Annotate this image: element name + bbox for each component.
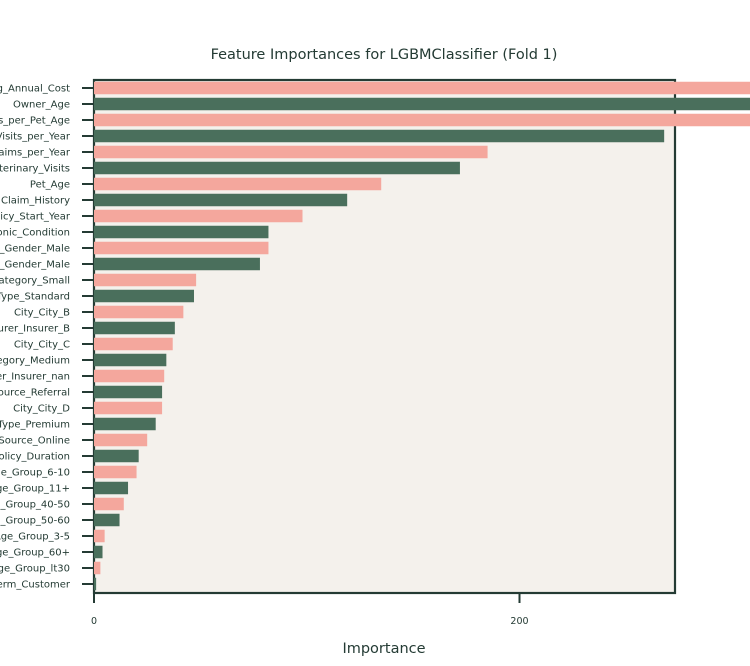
bar-15 xyxy=(94,321,175,335)
x-tick-labels: 0200400 xyxy=(91,593,529,627)
y-tick-label: Avg_Annual_Cost xyxy=(0,84,70,95)
bar-28 xyxy=(94,529,105,543)
bar-16 xyxy=(94,337,173,351)
bar-31 xyxy=(94,577,97,591)
bar-29 xyxy=(94,545,103,559)
bar-20 xyxy=(94,401,163,415)
y-tick-label: City_City_B xyxy=(14,308,70,319)
bar-7 xyxy=(94,193,348,207)
bar-22 xyxy=(94,433,148,447)
y-tick-label: Size_Category_Medium xyxy=(0,356,70,367)
x-tick-label: 0 xyxy=(91,616,97,627)
y-tick-label: Pet_Age xyxy=(30,180,70,191)
bar-12 xyxy=(94,273,197,287)
x-tick-label: 200 xyxy=(510,616,528,627)
y-tick-label: Long_Term_Customer xyxy=(0,580,71,591)
bar-11 xyxy=(94,257,260,271)
bar-0 xyxy=(94,81,750,95)
bar-25 xyxy=(94,481,129,495)
bar-13 xyxy=(94,289,194,303)
y-tick-label: Lead_Source_Online xyxy=(0,436,70,447)
y-tick-label: Pet_Gender_Male xyxy=(0,244,70,255)
y-tick-label: Lead_Source_Referral xyxy=(0,388,70,399)
bar-1 xyxy=(94,97,750,111)
bar-2 xyxy=(94,113,750,127)
chart-title: Feature Importances for LGBMClassifier (… xyxy=(211,47,558,63)
bar-18 xyxy=(94,369,165,383)
bar-30 xyxy=(94,561,101,575)
bar-4 xyxy=(94,145,488,159)
y-tick-label: Policy_Duration xyxy=(0,452,70,463)
bar-14 xyxy=(94,305,184,319)
bar-3 xyxy=(94,129,665,143)
y-tick-label: Claims_per_Year xyxy=(0,148,71,159)
y-tick-label: Veterinary_Visits xyxy=(0,164,70,175)
y-tick-label: Owner_Age_Group_60+ xyxy=(0,548,70,559)
bar-5 xyxy=(94,161,460,175)
y-tick-label: Policy_Start_Year xyxy=(0,212,71,223)
x-axis-label: Importance xyxy=(342,641,425,657)
y-tick-label: Owner_Age_Group_40-50 xyxy=(0,500,70,511)
bar-9 xyxy=(94,225,269,239)
y-tick-label: City_City_C xyxy=(14,340,70,351)
bars xyxy=(94,81,750,591)
bar-19 xyxy=(94,385,163,399)
y-tick-label: Pet_Age_Group_3-5 xyxy=(0,532,70,543)
y-tick-label: Policy_Type_Standard xyxy=(0,292,70,303)
y-tick-label: Owner_Age_Group_50-60 xyxy=(0,516,70,527)
y-tick-label: Chronic_Condition xyxy=(0,228,70,239)
y-tick-label: Policy_Type_Premium xyxy=(0,420,70,431)
y-tick-label: Previous_Insurer_Insurer_nan xyxy=(0,372,70,383)
y-tick-label: Owner_Age_Group_lt30 xyxy=(0,564,70,575)
bar-17 xyxy=(94,353,167,367)
y-tick-label: Claims_per_Pet_Age xyxy=(0,116,70,127)
bar-24 xyxy=(94,465,137,479)
y-tick-label: Size_Category_Small xyxy=(0,276,70,287)
y-tick-label: Vet_Visits_per_Year xyxy=(0,132,71,143)
y-tick-label: Pet_Age_Group_11+ xyxy=(0,484,70,495)
y-tick-labels: Avg_Annual_Cost Owner_Age Claims_per_Pet_A… xyxy=(0,84,94,591)
bar-26 xyxy=(94,497,124,511)
bar-8 xyxy=(94,209,303,223)
bar-23 xyxy=(94,449,139,463)
bar-10 xyxy=(94,241,269,255)
bar-21 xyxy=(94,417,156,431)
y-tick-label: Owner_Age xyxy=(13,100,70,111)
y-tick-label: Pet_Age_Group_6-10 xyxy=(0,468,70,479)
y-tick-label: Owner_Gender_Male xyxy=(0,260,70,271)
bar-27 xyxy=(94,513,120,527)
y-tick-label: Claim_History xyxy=(1,196,70,207)
y-tick-label: Previous_Insurer_Insurer_B xyxy=(0,324,70,335)
bar-6 xyxy=(94,177,382,191)
y-tick-label: City_City_D xyxy=(13,404,70,415)
